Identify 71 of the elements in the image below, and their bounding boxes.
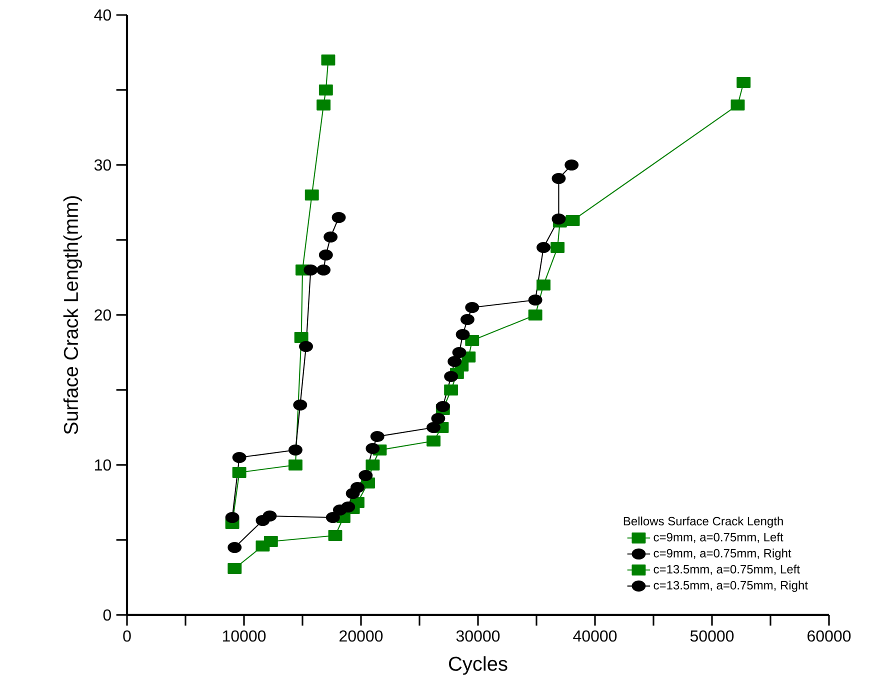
point	[316, 99, 331, 111]
point	[316, 264, 331, 276]
legend-label: c=9mm, a=0.75mm, Right	[654, 548, 792, 560]
point	[228, 562, 242, 574]
point	[366, 459, 380, 471]
x-tick-label: 0	[123, 630, 131, 642]
x-tick-label: 50000	[690, 630, 734, 642]
legend-label: c=13.5mm, a=0.75mm, Left	[654, 564, 800, 575]
point	[293, 399, 308, 411]
x-axis-title: Cycles	[449, 656, 508, 675]
point	[444, 384, 458, 396]
point	[262, 510, 277, 522]
point	[528, 294, 542, 306]
point	[426, 435, 441, 447]
point	[318, 84, 333, 96]
legend-title: Bellows Surface Crack Length	[624, 516, 783, 528]
point	[444, 370, 458, 382]
point	[564, 159, 579, 171]
point	[232, 466, 246, 478]
x-tick-label: 20000	[340, 630, 383, 642]
point	[288, 444, 302, 456]
point	[426, 422, 441, 434]
point	[321, 54, 336, 66]
point	[341, 501, 356, 513]
point	[304, 264, 318, 276]
point	[358, 470, 373, 482]
point	[566, 214, 580, 226]
point	[536, 279, 550, 291]
point	[324, 231, 338, 243]
point	[228, 542, 242, 554]
point	[225, 512, 240, 524]
y-tick-label: 30	[94, 159, 112, 171]
point	[452, 346, 466, 358]
point	[460, 314, 474, 326]
point	[299, 340, 313, 352]
point	[730, 99, 745, 111]
point	[318, 249, 333, 261]
point	[448, 356, 462, 368]
point	[232, 452, 246, 464]
point	[350, 482, 364, 494]
y-axis-title: Surface Crack Length(mm)	[63, 196, 82, 434]
x-tick-label: 30000	[456, 630, 500, 642]
point	[304, 189, 319, 201]
point	[328, 530, 342, 542]
x-tick-label: 60000	[808, 630, 851, 642]
point	[736, 76, 751, 88]
point	[288, 459, 302, 471]
x-tick-label: 10000	[222, 630, 266, 642]
legend-label: c=13.5mm, a=0.75mm, Right	[654, 580, 808, 592]
point	[552, 172, 566, 184]
point	[528, 309, 542, 321]
legend-label: c=9mm, a=0.75mm, Left	[654, 532, 784, 543]
point	[431, 412, 446, 424]
y-tick-label: 40	[94, 9, 112, 21]
point	[552, 213, 566, 225]
point	[326, 512, 340, 524]
y-tick-label: 10	[95, 459, 112, 471]
y-tick-label: 20	[94, 309, 112, 321]
point	[550, 242, 565, 254]
point	[436, 400, 450, 412]
point	[294, 332, 308, 344]
point	[332, 212, 346, 224]
point	[456, 328, 470, 340]
x-tick-label: 40000	[573, 630, 617, 642]
point	[370, 430, 384, 442]
point	[366, 442, 380, 454]
point	[536, 242, 550, 254]
point	[264, 536, 278, 548]
point	[465, 302, 480, 314]
point	[465, 334, 480, 346]
y-tick-label: 0	[103, 609, 112, 621]
